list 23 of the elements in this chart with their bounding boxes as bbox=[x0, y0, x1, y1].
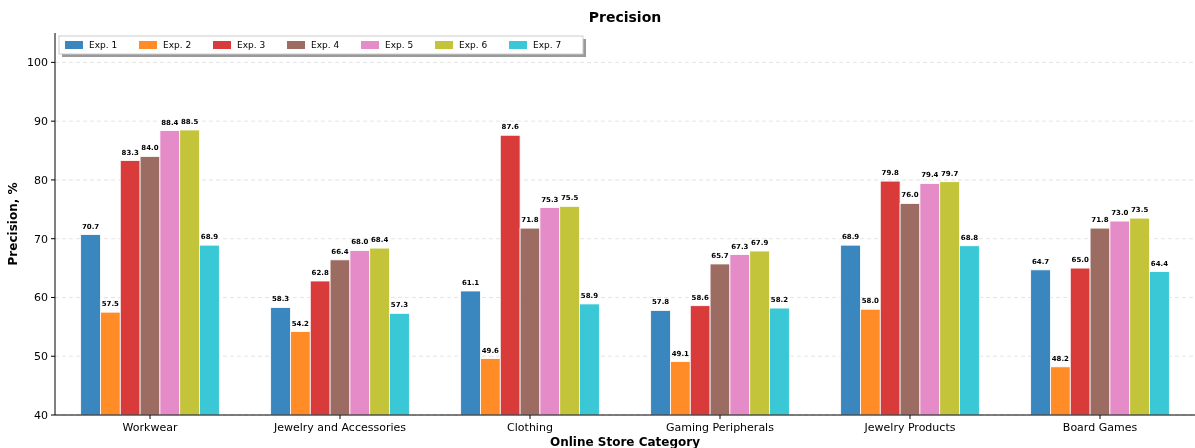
legend-label: Exp. 3 bbox=[237, 40, 266, 51]
legend-label: Exp. 4 bbox=[311, 40, 340, 51]
x-tick-label: Workwear bbox=[122, 421, 178, 434]
y-axis-title: Precision, % bbox=[6, 182, 20, 266]
y-tick-label: 80 bbox=[34, 173, 48, 187]
legend-label: Exp. 2 bbox=[163, 40, 192, 51]
y-tick-label: 60 bbox=[34, 291, 48, 305]
legend-label: Exp. 5 bbox=[385, 40, 414, 51]
legend-label: Exp. 1 bbox=[89, 40, 118, 51]
y-tick-label: 50 bbox=[34, 350, 48, 364]
y-tick-label: 100 bbox=[27, 56, 48, 70]
y-tick-label: 40 bbox=[34, 408, 48, 422]
x-tick-label: Clothing bbox=[507, 421, 553, 434]
x-tick-label: Jewelry Products bbox=[863, 421, 956, 434]
chart-title: Precision bbox=[588, 9, 662, 25]
x-tick-label: Jewelry and Accessories bbox=[272, 421, 407, 434]
legend-label: Exp. 7 bbox=[533, 40, 562, 51]
x-axis-title: Online Store Category bbox=[549, 435, 701, 448]
y-tick-label: 70 bbox=[34, 232, 48, 246]
x-tick-label: Gaming Peripherals bbox=[666, 421, 775, 434]
y-tick-label: 90 bbox=[34, 115, 48, 128]
legend-label: Exp. 6 bbox=[459, 40, 488, 51]
x-tick-label: Board Games bbox=[1062, 421, 1138, 434]
